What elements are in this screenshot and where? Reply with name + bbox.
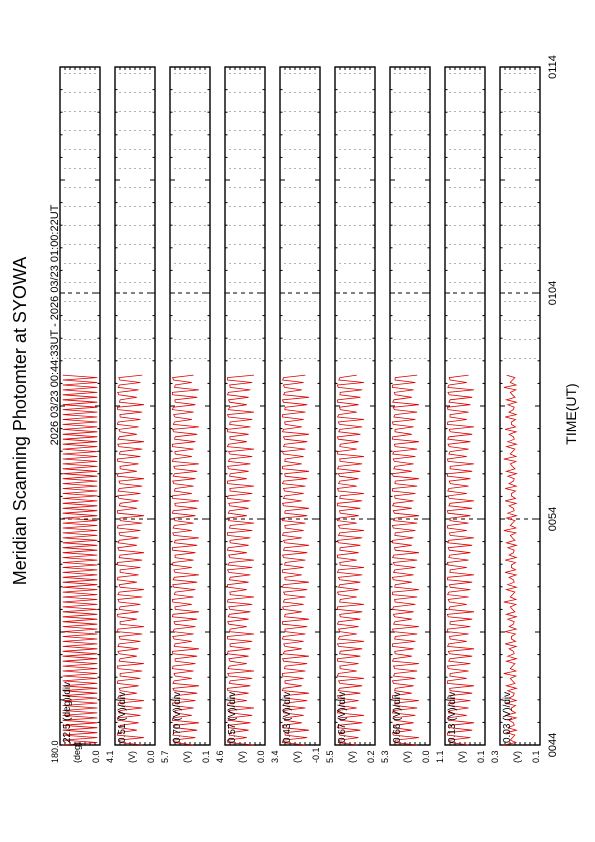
y-min-label: 0.0 bbox=[91, 750, 101, 763]
y-max-label: 180.0 bbox=[50, 740, 60, 763]
y-max-label: 5.5 bbox=[325, 750, 335, 763]
y-max-label: 3.4 bbox=[270, 750, 280, 763]
unit-label: (V) bbox=[292, 751, 302, 763]
y-min-label: 0.1 bbox=[201, 750, 211, 763]
y-min-label: 0.0 bbox=[146, 750, 156, 763]
title-layer: Meridian Scanning Photomter at SYOWA 202… bbox=[10, 204, 579, 585]
y-max-label: 4.1 bbox=[105, 750, 115, 763]
data-trace bbox=[446, 374, 475, 746]
unit-label: (V) bbox=[237, 751, 247, 763]
scale-label: 0.43 (V)/div bbox=[282, 692, 293, 743]
scale-label: 0.03 (V)/div bbox=[502, 692, 513, 743]
data-trace bbox=[171, 374, 200, 746]
unit-label: (V) bbox=[402, 751, 412, 763]
y-max-label: 1.1 bbox=[435, 750, 445, 763]
data-trace bbox=[62, 374, 98, 746]
data-trace bbox=[391, 374, 420, 746]
scale-label: 22.5 (deg)/div bbox=[62, 682, 73, 743]
y-min-label: 0.2 bbox=[366, 750, 376, 763]
scale-label: 0.66 (V)/div bbox=[392, 692, 403, 743]
x-axis-label: TIME(UT) bbox=[563, 383, 579, 444]
x-tick-label: 0104 bbox=[547, 281, 559, 305]
data-trace bbox=[226, 374, 255, 746]
scale-label: 0.57 (V)/div bbox=[227, 692, 238, 743]
unit-label: (V) bbox=[457, 751, 467, 763]
unit-label: (V) bbox=[512, 751, 522, 763]
unit-label: (V) bbox=[347, 751, 357, 763]
unit-label: (V) bbox=[182, 751, 192, 763]
unit-label: (deg) bbox=[72, 742, 82, 763]
y-max-label: 0.3 bbox=[490, 750, 500, 763]
x-tick-label: 0054 bbox=[547, 507, 559, 531]
x-tick-label: 0044 bbox=[547, 733, 559, 757]
time-range-subtitle: 2026 03/23 00:44:33UT - 2026 03/23 01:00… bbox=[49, 204, 61, 445]
data-trace bbox=[336, 374, 365, 746]
chart-title: Meridian Scanning Photomter at SYOWA bbox=[10, 257, 30, 585]
y-max-label: 5.3 bbox=[380, 750, 390, 763]
unit-label: (V) bbox=[127, 751, 137, 763]
x-tick-label: 0114 bbox=[547, 55, 559, 79]
y-max-label: 5.7 bbox=[160, 750, 170, 763]
y-max-label: 4.6 bbox=[215, 750, 225, 763]
data-trace bbox=[503, 374, 518, 746]
scale-label: 0.13 (V)/div bbox=[447, 692, 458, 743]
y-min-label: 0.0 bbox=[421, 750, 431, 763]
y-min-label: 0.1 bbox=[531, 750, 541, 763]
scale-label: 0.51 (V)/div bbox=[117, 692, 128, 743]
y-min-label: 0.0 bbox=[256, 750, 266, 763]
scale-label: 0.70 (V)/div bbox=[172, 692, 183, 743]
y-min-label: -0.1 bbox=[311, 747, 321, 763]
scale-label: 0.67 (V)/div bbox=[337, 692, 348, 743]
data-trace bbox=[116, 374, 145, 746]
y-min-label: 0.1 bbox=[476, 750, 486, 763]
data-trace bbox=[281, 374, 310, 746]
